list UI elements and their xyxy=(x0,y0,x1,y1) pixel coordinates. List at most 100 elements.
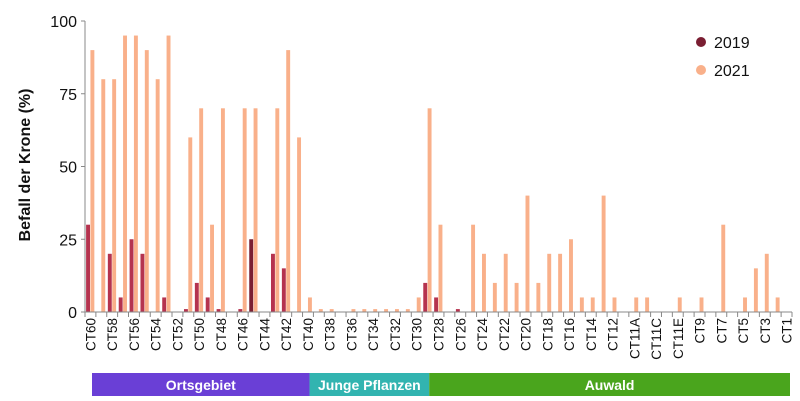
group-label: Auwald xyxy=(585,377,635,393)
x-tick-label: CT30 xyxy=(410,318,425,351)
x-tick-label: CT1 xyxy=(780,318,795,344)
bar-2021 xyxy=(166,35,171,313)
bar-2021 xyxy=(427,108,432,312)
bar-2021 xyxy=(601,195,606,312)
bar-2021 xyxy=(743,297,747,312)
bar-2021 xyxy=(188,137,193,312)
bar-2019 xyxy=(183,309,188,312)
bar-2021 xyxy=(590,297,595,312)
bar-2021 xyxy=(645,297,650,312)
bar-2019 xyxy=(140,253,145,312)
x-tick-label: CT3 xyxy=(758,318,773,344)
x-tick-label: CT58 xyxy=(105,318,120,351)
x-tick-label: CT5 xyxy=(736,318,751,344)
x-tick-label: CT38 xyxy=(323,318,338,351)
bar-2021 xyxy=(764,253,769,312)
legend-marker xyxy=(696,65,706,75)
bar-2021 xyxy=(536,282,541,312)
x-tick-label: CT7 xyxy=(714,318,729,344)
bar-2021 xyxy=(503,253,508,312)
x-tick-label: CT24 xyxy=(475,318,490,352)
x-tick-label: CT16 xyxy=(562,318,577,351)
legend-label: 2021 xyxy=(714,63,750,80)
y-axis-label: Befall der Krone (%) xyxy=(17,89,34,242)
bar-2021 xyxy=(275,108,280,312)
bar-2021 xyxy=(155,79,160,312)
bar-2021 xyxy=(405,309,410,312)
bars xyxy=(86,35,780,313)
x-tick-label: CT42 xyxy=(279,318,294,351)
bar-2019 xyxy=(162,297,167,312)
bar-2021 xyxy=(677,297,682,312)
bar-2021 xyxy=(721,224,726,312)
bar-2021 xyxy=(101,79,106,312)
bar-2019 xyxy=(86,224,91,312)
bar-2021 xyxy=(471,224,476,312)
x-tick-label: CT54 xyxy=(149,318,164,352)
y-tick-label: 100 xyxy=(50,14,77,31)
y-tick-label: 75 xyxy=(59,87,77,104)
bar-2021 xyxy=(547,253,552,312)
x-tick-label: CT44 xyxy=(257,318,272,352)
bar-2019 xyxy=(118,297,123,312)
bar-2021 xyxy=(253,108,258,312)
bar-2021 xyxy=(133,35,138,313)
x-tick-label: CT56 xyxy=(127,318,142,351)
y-tick-label: 25 xyxy=(59,232,77,249)
bar-2021 xyxy=(297,137,302,312)
x-tick-label: CT18 xyxy=(540,318,555,351)
y-tick-label: 50 xyxy=(59,160,77,177)
bar-2021 xyxy=(199,108,204,312)
bar-2021 xyxy=(634,297,639,312)
x-axis: CT60 CT58 CT56 CT54 CT52 CT50 CT48 CT46 CT44 CT42… xyxy=(83,311,795,360)
x-tick-label: CT40 xyxy=(301,318,316,351)
x-tick-label: CT48 xyxy=(214,318,229,351)
group-label: Junge Pflanzen xyxy=(318,377,421,393)
bar-2021 xyxy=(482,253,486,312)
x-tick-label: CT22 xyxy=(497,318,512,351)
x-tick-label: CT11E xyxy=(671,318,686,359)
bar-2021 xyxy=(569,239,573,312)
bar-2021 xyxy=(210,224,215,312)
x-tick-label: CT52 xyxy=(170,318,185,351)
legend-marker xyxy=(696,37,706,47)
bar-2021 xyxy=(699,297,704,312)
bar-2021 xyxy=(579,297,584,312)
x-tick-label: CT12 xyxy=(606,318,621,351)
bar-2021 xyxy=(558,253,563,312)
x-tick-label: CT36 xyxy=(344,318,359,351)
bar-2021 xyxy=(242,108,247,312)
x-tick-label: CT34 xyxy=(366,318,381,352)
x-tick-label: CT9 xyxy=(693,318,708,344)
bar-2021 xyxy=(514,282,519,312)
bar-2021 xyxy=(438,224,443,312)
bar-2021 xyxy=(318,309,323,312)
bar-2021 xyxy=(351,309,356,312)
x-tick-label: CT50 xyxy=(192,318,207,351)
x-tick-label: CT20 xyxy=(519,318,534,351)
bar-2019 xyxy=(270,253,275,312)
group-bar xyxy=(92,373,310,396)
x-tick-label: CT60 xyxy=(83,318,98,351)
bar-2021 xyxy=(220,108,225,312)
bar-2021 xyxy=(492,282,497,312)
x-tick-label: CT28 xyxy=(432,318,447,351)
bar-2019 xyxy=(238,309,243,312)
x-tick-label: CT32 xyxy=(388,318,403,351)
x-tick-label: CT14 xyxy=(584,318,599,352)
bar-2021 xyxy=(362,309,367,312)
bar-2021 xyxy=(373,309,378,312)
bar-2019 xyxy=(249,239,254,312)
group-bar xyxy=(309,373,430,396)
bar-2021 xyxy=(144,50,149,312)
bar-2021 xyxy=(329,309,334,312)
group-bar xyxy=(429,373,790,396)
x-tick-label: CT26 xyxy=(453,318,468,351)
y-tick-label: 0 xyxy=(68,305,77,322)
legend-label: 2019 xyxy=(714,35,750,52)
group-label: Ortsgebiet xyxy=(166,377,236,393)
bar-2021 xyxy=(286,50,291,312)
x-tick-label: CT11C xyxy=(649,318,664,360)
bar-2021 xyxy=(307,297,312,312)
